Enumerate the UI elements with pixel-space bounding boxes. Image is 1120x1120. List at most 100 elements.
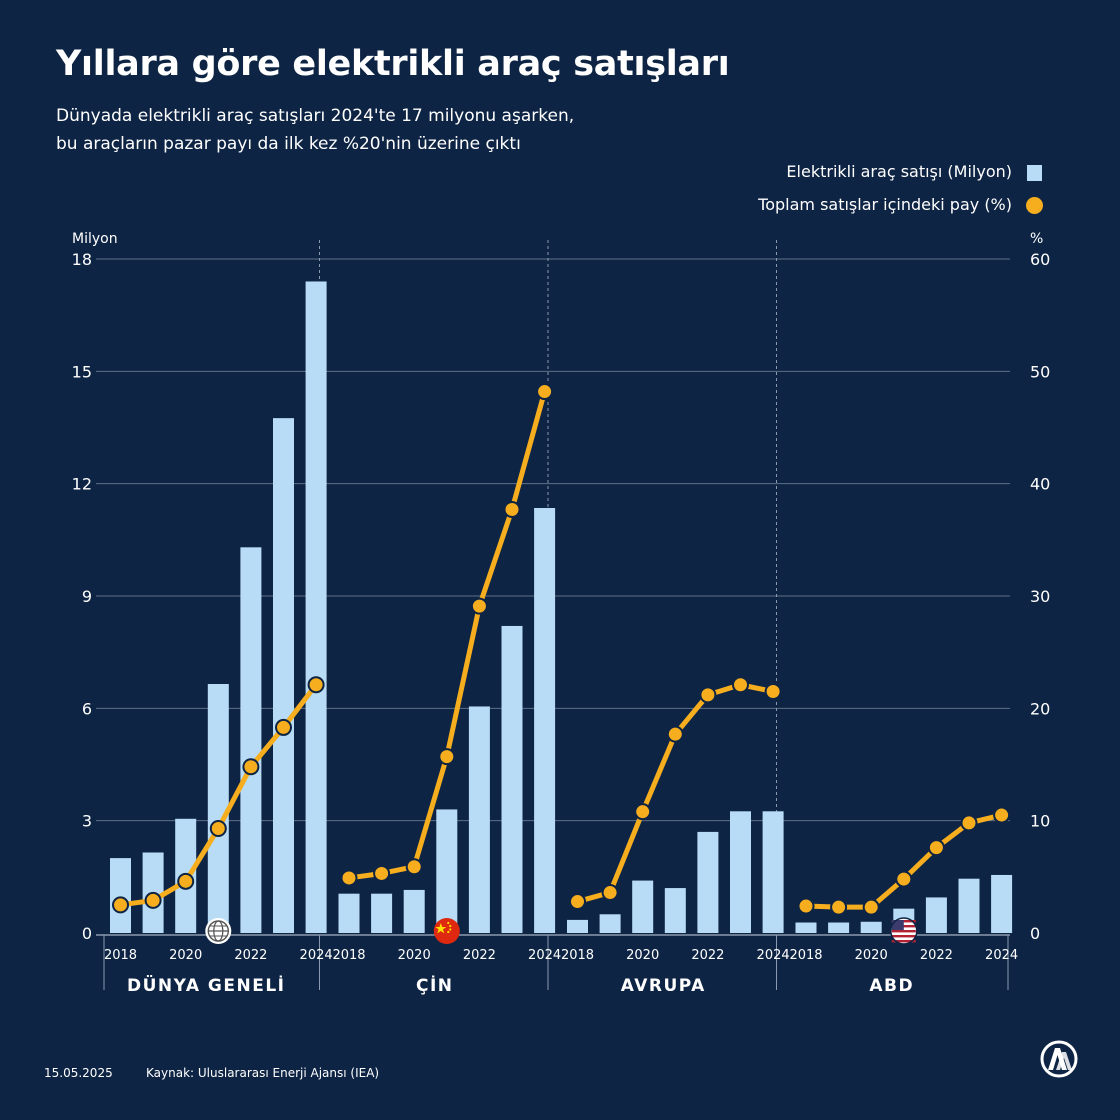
x-tick-label: 2020	[626, 948, 659, 963]
legend-item-line: Toplam satışlar içindeki pay (%)	[758, 195, 1043, 214]
share-point-2-2024	[536, 383, 554, 401]
bar-1-2024	[305, 281, 327, 933]
bar-4-2020	[860, 921, 882, 933]
share-point-1-2024	[307, 676, 325, 694]
bar-2-2020	[403, 889, 425, 933]
usa-flag-canton	[891, 920, 904, 930]
bar-1-2018	[110, 858, 131, 933]
share-point-4-2021	[895, 870, 913, 888]
bar-1-2023	[273, 418, 294, 933]
share-point-1-2023	[275, 718, 292, 736]
share-point-2-2021	[438, 748, 456, 766]
y-left-tick-label: 18	[72, 250, 92, 269]
bar-3-2019	[599, 914, 621, 933]
panel-label: ÇİN	[416, 974, 454, 996]
subtitle-line-1: Dünyada elektrikli araç satışları 2024't…	[56, 106, 575, 126]
bar-3-2024	[762, 811, 784, 933]
y-left-tick-label: 12	[72, 475, 92, 494]
x-tick-label: 2020	[398, 948, 431, 963]
bar-2-2018	[338, 893, 360, 933]
page-subtitle: Dünyada elektrikli araç satışları 2024't…	[56, 102, 756, 158]
share-point-4-2023	[960, 814, 978, 832]
share-point-2-2020	[405, 858, 423, 876]
legend-item-bars: Elektrikli araç satışı (Milyon)	[786, 162, 1042, 181]
y-left-tick-label: 9	[82, 587, 92, 606]
y-right-tick-label: 30	[1030, 587, 1050, 606]
x-tick-label: 2024	[985, 948, 1018, 963]
bar-4-2019	[828, 922, 850, 933]
y-left-tick-label: 3	[82, 812, 92, 831]
china-flag-small-star	[447, 930, 450, 934]
share-point-3-2022	[699, 686, 717, 704]
share-point-3-2018	[569, 893, 586, 911]
share-point-1-2020	[177, 872, 195, 890]
footer-date: 15.05.2025	[44, 1066, 113, 1080]
footer-source: Kaynak: Uluslararası Enerji Ajansı (IEA)	[146, 1066, 380, 1080]
y-right-axis-title: %	[1030, 231, 1043, 247]
share-point-3-2019	[601, 884, 619, 902]
legend-bar-swatch-icon	[1027, 165, 1042, 181]
x-tick-label: 2020	[855, 948, 888, 963]
share-point-4-2019	[830, 898, 848, 916]
aa-logo-icon	[1040, 1040, 1078, 1078]
subtitle-line-2: bu araçların pazar payı da ilk kez %20'n…	[56, 134, 521, 154]
panel-label: ABD	[869, 976, 914, 996]
share-point-3-2021	[666, 725, 684, 743]
share-point-2-2018	[340, 869, 358, 887]
y-right-tick-label: 20	[1030, 699, 1050, 718]
usa-flag-stripe	[891, 935, 916, 938]
share-point-1-2021	[209, 820, 227, 838]
y-right-tick-label: 50	[1030, 362, 1050, 381]
bar-2-2023	[501, 625, 523, 933]
china-flag-icon	[433, 918, 460, 944]
x-tick-label: 2018	[789, 948, 822, 963]
share-point-4-2018	[797, 897, 815, 915]
bar-1-2021	[207, 683, 229, 933]
bar-2-2019	[371, 893, 393, 933]
x-tick-label: 2024	[300, 948, 333, 963]
x-tick-label: 2024	[757, 948, 790, 963]
share-point-3-2024	[764, 682, 782, 700]
china-flag-star	[435, 923, 447, 934]
usa-flag-icon	[890, 917, 918, 945]
x-tick-label: 2018	[104, 948, 137, 963]
bar-2-2022	[468, 706, 490, 933]
bar-4-2023	[958, 878, 980, 933]
share-point-1-2019	[144, 891, 162, 909]
share-point-3-2023	[732, 676, 749, 694]
share-point-4-2024	[993, 806, 1011, 824]
y-left-tick-label: 15	[72, 362, 92, 381]
bar-4-2024	[991, 874, 1013, 933]
usa-flag-stripe	[891, 930, 916, 933]
panel-label: AVRUPA	[621, 976, 706, 996]
y-right-tick-label: 10	[1030, 812, 1050, 831]
bar-2-2024	[534, 508, 556, 933]
bar-4-2022	[925, 897, 947, 933]
y-right-tick-label: 40	[1030, 475, 1050, 494]
usa-flag-ring	[890, 917, 918, 945]
legend-line-label: Toplam satışlar içindeki pay (%)	[758, 195, 1012, 214]
bar-1-2022	[240, 547, 262, 933]
bar-3-2018	[567, 919, 588, 933]
y-left-tick-label: 6	[82, 699, 92, 718]
legend-bars-label: Elektrikli araç satışı (Milyon)	[786, 162, 1012, 181]
x-tick-label: 2024	[528, 948, 561, 963]
share-point-4-2022	[927, 839, 945, 857]
bar-3-2023	[730, 811, 751, 933]
share-point-1-2018	[112, 896, 129, 914]
bar-3-2020	[632, 880, 654, 933]
y-right-tick-label: 60	[1030, 250, 1050, 269]
china-flag-small-star	[449, 924, 452, 928]
share-point-4-2020	[862, 898, 880, 916]
page-title: Yıllara göre elektrikli araç satışları	[56, 44, 730, 84]
x-tick-label: 2022	[463, 948, 496, 963]
bar-2-2021	[436, 809, 458, 933]
y-left-axis-title: Milyon	[72, 231, 118, 247]
legend-line-swatch-icon	[1026, 197, 1043, 214]
bar-4-2018	[795, 922, 817, 933]
share-point-2-2022	[470, 597, 488, 615]
globe-icon	[205, 918, 232, 944]
usa-flag-stripe	[891, 940, 916, 943]
china-flag-small-star	[449, 928, 452, 931]
